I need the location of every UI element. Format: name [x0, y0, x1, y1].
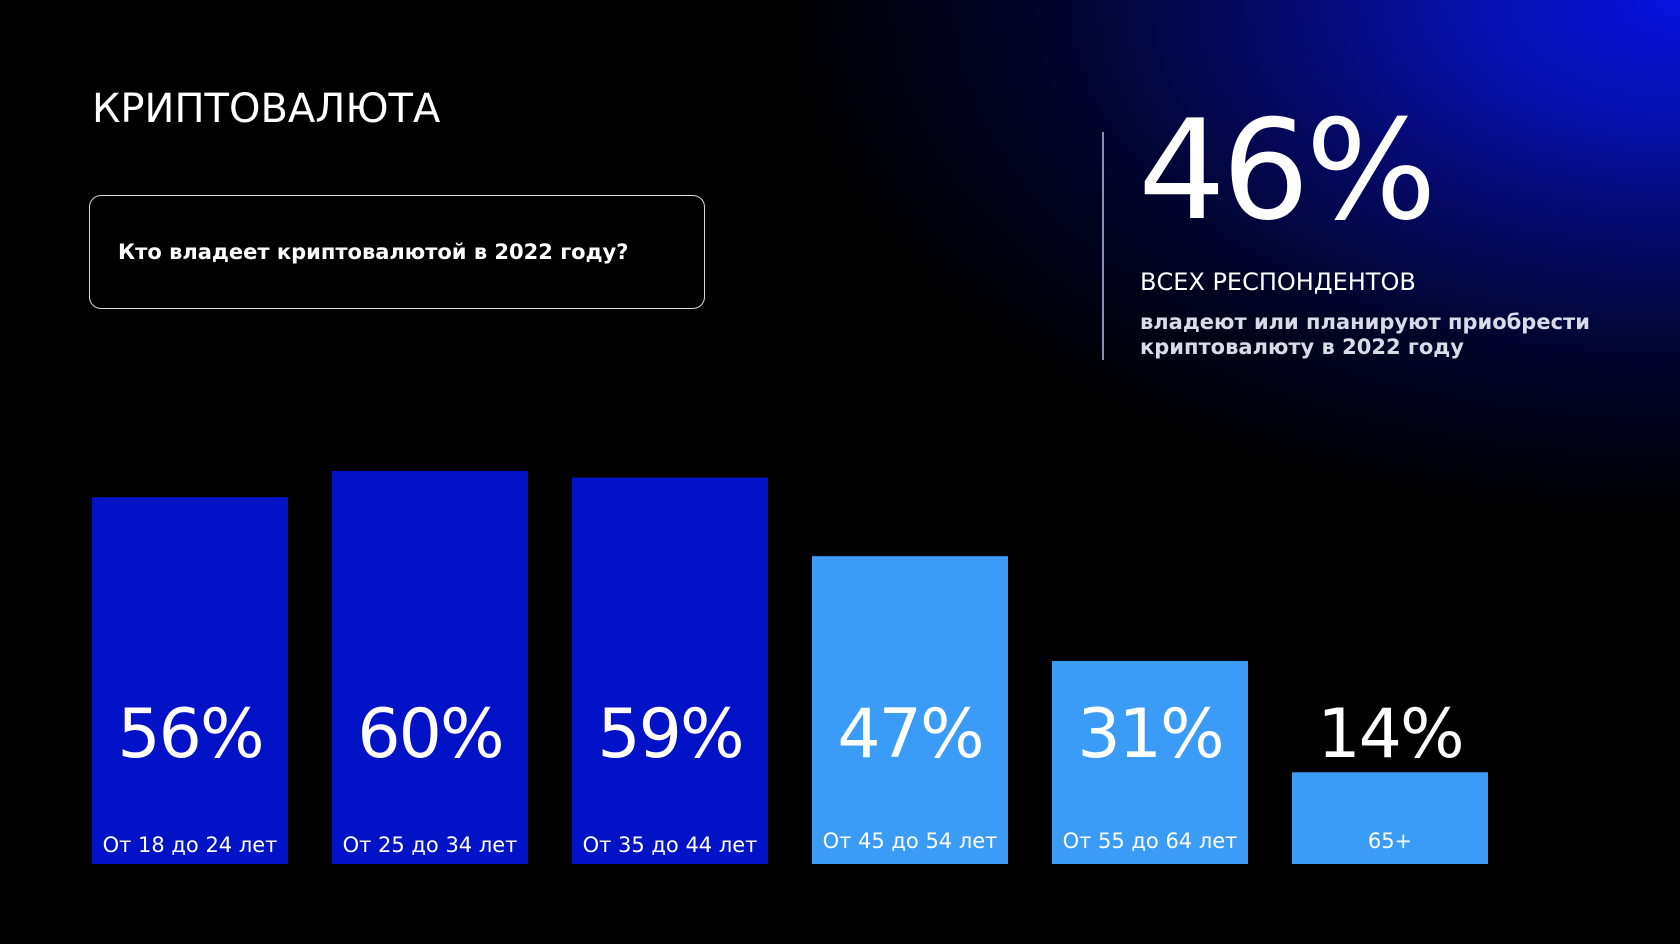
bar-category-label: От 45 до 54 лет — [823, 829, 998, 853]
bar-5 — [1052, 660, 1248, 864]
page-title: КРИПТОВАЛЮТА — [92, 86, 441, 132]
bar-value-label: 59% — [597, 695, 742, 774]
stat-divider — [1102, 132, 1104, 360]
bar-6 — [1292, 772, 1488, 864]
bar-category-label: От 18 до 24 лет — [103, 833, 278, 857]
bar-value-label: 47% — [837, 695, 982, 774]
question-box: Кто владеет криптовалютой в 2022 году? — [89, 195, 705, 309]
summary-caption: ВСЕХ РЕСПОНДЕНТОВ — [1140, 268, 1416, 296]
bar-value-label: 31% — [1077, 695, 1222, 774]
summary-value: 46% — [1138, 90, 1437, 251]
bar-4 — [812, 556, 1008, 864]
bar-value-label: 14% — [1317, 695, 1462, 774]
bar-category-label: От 35 до 44 лет — [583, 833, 758, 857]
bar-category-label: От 55 до 64 лет — [1063, 829, 1238, 853]
bar-3 — [572, 477, 768, 864]
question-text: Кто владеет криптовалютой в 2022 году? — [118, 240, 629, 264]
bar-category-label: От 25 до 34 лет — [343, 833, 518, 857]
bar-1 — [92, 497, 288, 864]
bar-category-label: 65+ — [1368, 829, 1412, 853]
bar-value-label: 60% — [357, 695, 502, 774]
summary-description: владеют или планируют приобрести криптов… — [1140, 310, 1590, 359]
bar-2 — [332, 471, 528, 864]
bar-value-label: 56% — [117, 695, 262, 774]
